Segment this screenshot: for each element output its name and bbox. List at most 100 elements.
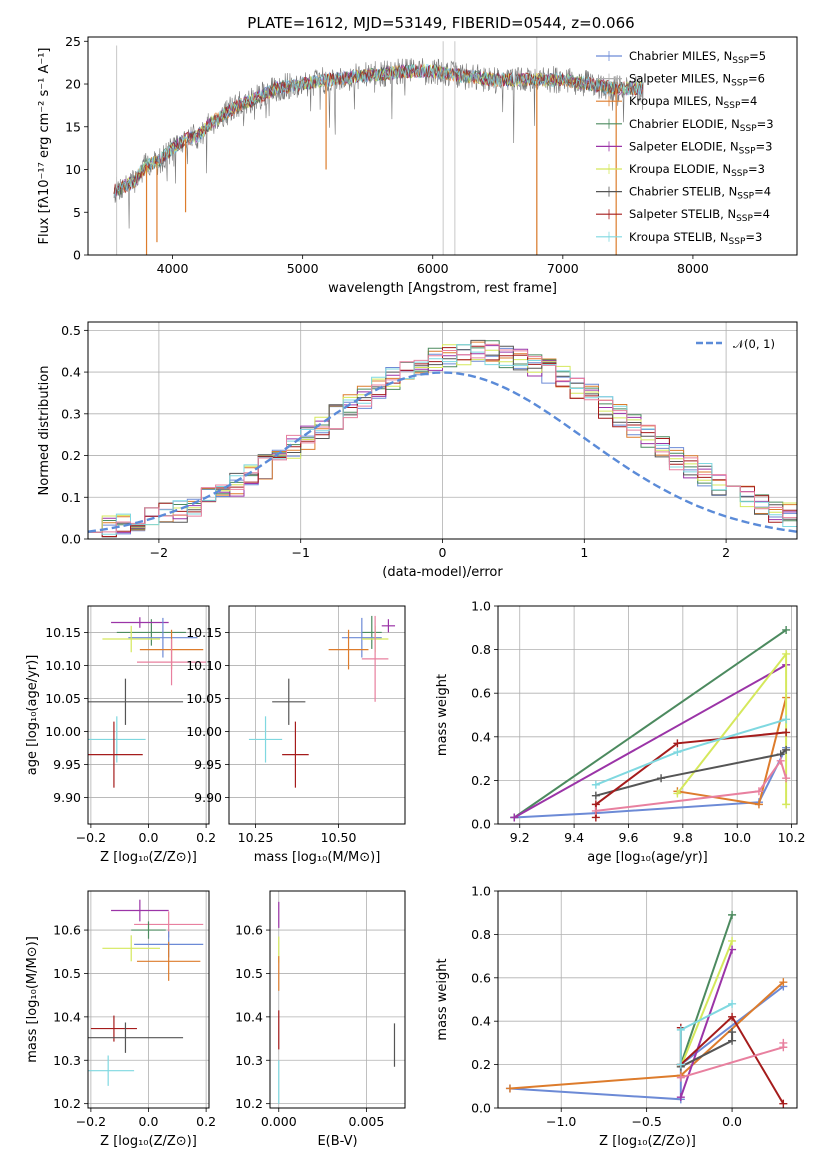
y-tick-label: 10.5: [53, 966, 81, 981]
y-tick-label: 0: [73, 248, 81, 263]
gaussian-curve: [88, 371, 797, 533]
histogram-step: [88, 343, 797, 539]
y-tick-label: 0.6: [471, 970, 491, 985]
y-tick-label: 0.6: [471, 686, 491, 701]
y-tick-label: 10.2: [235, 1096, 263, 1111]
legend-label-sub: SSP: [724, 101, 741, 111]
data-point: [591, 791, 600, 800]
y-tick-label: 0.8: [471, 927, 491, 942]
legend-label-count: =4: [740, 94, 757, 108]
x-axis-label: Z [log₁₀(Z/Z⊙)]: [599, 1134, 696, 1149]
y-axis-label: mass weight: [435, 674, 450, 756]
data-point: [728, 1028, 737, 1037]
series-line: [679, 940, 734, 1068]
data-point: [728, 1012, 737, 1021]
legend-label: Kroupa STELIB, NSSP=3: [629, 230, 762, 247]
legend-label-sub: SSP: [737, 192, 754, 202]
y-tick-label: 10.6: [235, 923, 263, 938]
y-tick-label: 1.0: [471, 884, 491, 899]
data-point: [782, 774, 791, 783]
legend-label-text: Chabrier ELODIE, N: [629, 117, 740, 131]
series-line: [679, 949, 734, 1098]
y-axis-label: age [log₁₀(age/yr)]: [25, 655, 40, 776]
series-line: [677, 697, 788, 806]
x-tick-label: 0: [439, 545, 447, 560]
data-point: [779, 1038, 788, 1047]
x-tick-label: 0.005: [349, 1114, 385, 1129]
legend-label-count: =3: [748, 162, 765, 176]
y-tick-label: 0.0: [471, 817, 491, 832]
legend-label: Salpeter ELODIE, NSSP=3: [629, 139, 772, 156]
series-line: [679, 1002, 733, 1065]
x-tick-label: 4000: [157, 261, 189, 276]
legend-label: Chabrier MILES, NSSP=5: [629, 49, 766, 66]
y-tick-label: 0.8: [471, 642, 491, 657]
y-tick-label: 0.2: [471, 1057, 491, 1072]
y-tick-label: 9.95: [194, 757, 222, 772]
y-tick-label: 10.05: [45, 691, 81, 706]
y-tick-label: 5: [73, 205, 81, 220]
data-point: [505, 1084, 514, 1093]
plot-area: [278, 901, 396, 1104]
legend-label-count: =3: [757, 117, 774, 131]
legend-label-sub: SSP: [731, 79, 748, 89]
y-tick-label: 10.4: [235, 1009, 263, 1024]
legend-label-text: Salpeter ELODIE, N: [629, 139, 739, 153]
x-tick-label: 0.2: [196, 830, 216, 845]
series-line: [679, 914, 734, 1065]
legend-label: Kroupa MILES, NSSP=4: [629, 94, 757, 111]
series-line: [513, 629, 787, 819]
y-tick-label: 15: [65, 119, 81, 134]
data-point: [676, 1060, 685, 1069]
x-tick-label: 9.4: [564, 830, 584, 845]
legend-label-sub: SSP: [731, 169, 748, 179]
model-line: [113, 63, 644, 198]
y-tick-label: 10.4: [53, 1009, 81, 1024]
y-axis-label: mass [log₁₀(M/M⊙)]: [25, 936, 40, 1063]
y-tick-label: 0.0: [61, 532, 81, 547]
y-tick-label: 10.10: [186, 658, 222, 673]
legend-label-count: =6: [748, 72, 765, 86]
x-tick-label: 0.2: [196, 1114, 216, 1129]
data-point: [754, 787, 763, 796]
y-tick-label: 25: [65, 34, 81, 49]
y-tick-label: 10.05: [186, 691, 222, 706]
x-tick-label: 2: [722, 545, 730, 560]
x-tick-label: 10.50: [321, 830, 357, 845]
x-tick-label: 1: [580, 545, 588, 560]
legend-label-sub: SSP: [732, 56, 749, 66]
y-tick-label: 10.10: [45, 658, 81, 673]
data-point: [676, 1025, 685, 1034]
y-tick-label: 1.0: [471, 599, 491, 614]
data-point: [782, 649, 791, 658]
x-tick-label: −1: [291, 545, 309, 560]
x-tick-label: 0.000: [261, 1114, 297, 1129]
x-tick-label: 6000: [417, 261, 449, 276]
y-axis-label: mass weight: [435, 958, 450, 1040]
model-line: [113, 64, 644, 195]
legend-label-count: =5: [749, 49, 766, 63]
mass-vs-metallicity-panel: −0.2 0.0 0.2 10.2 10.3 10.4 10.5 10.6 Z [log₁₀(Z…: [25, 890, 216, 1149]
x-tick-label: 0.0: [139, 1114, 159, 1129]
y-tick-label: 10.00: [45, 724, 81, 739]
y-tick-label: 10.3: [53, 1053, 81, 1068]
legend-label-sub: SSP: [740, 124, 757, 134]
series-line: [509, 985, 784, 1101]
data-point: [728, 936, 737, 945]
y-tick-label: 10.5: [235, 966, 263, 981]
axes-frame: [497, 605, 798, 825]
x-axis-label: Z [log₁₀(Z/Z⊙)]: [100, 1134, 197, 1149]
mass-weight-vs-age-panel: 9.2 9.4 9.6 9.8 10.0 10.2 0.0 0.2 0.4 0.6 0.8 1.0 ag…: [435, 599, 805, 866]
y-tick-label: 0.1: [61, 490, 81, 505]
plot-area: [505, 910, 788, 1108]
x-tick-label: 9.2: [510, 830, 530, 845]
data-point: [782, 745, 791, 754]
data-point: [728, 999, 737, 1008]
x-tick-label: 0.0: [139, 830, 159, 845]
plot-area: [88, 339, 797, 539]
axes-frame: [228, 605, 406, 825]
x-tick-label: −0.2: [76, 1114, 106, 1129]
x-tick-label: 9.6: [619, 830, 639, 845]
y-tick-label: 0.0: [471, 1101, 491, 1116]
x-axis-label: age [log₁₀(age/yr)]: [587, 850, 708, 865]
